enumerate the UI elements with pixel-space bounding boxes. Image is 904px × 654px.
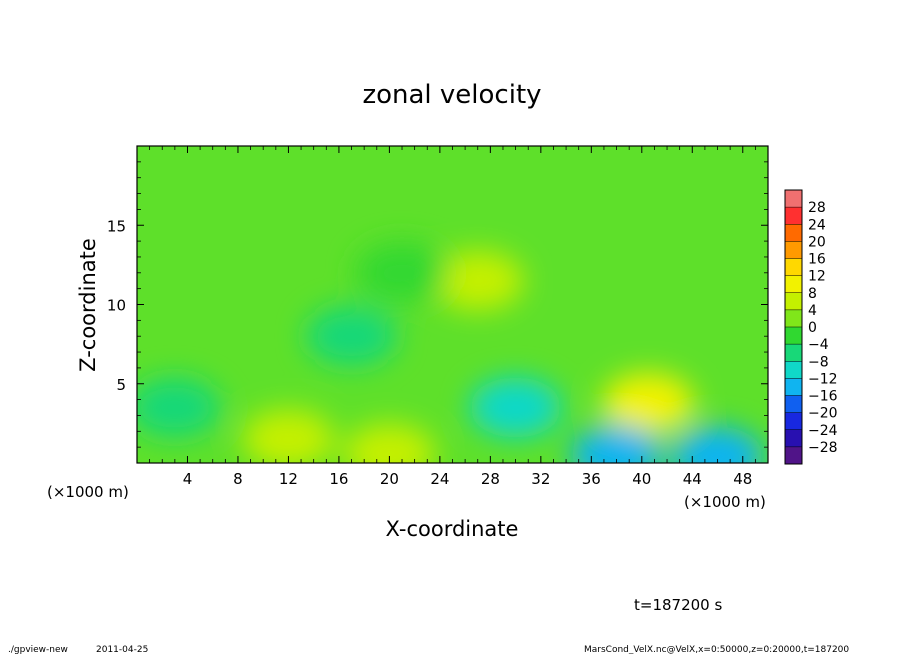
- footer-program: ./gpview-new: [8, 645, 68, 654]
- x-tick-label: 20: [380, 470, 399, 488]
- colorbar-swatch: [785, 309, 802, 328]
- x-tick-label: 24: [430, 470, 449, 488]
- x-tick-label: 16: [329, 470, 348, 488]
- colorbar-label: 16: [808, 252, 826, 268]
- colorbar-label: −8: [808, 354, 829, 370]
- x-tick-label: 40: [632, 470, 651, 488]
- colorbar-label: −16: [808, 389, 838, 405]
- heatmap-feature-2: [469, 377, 562, 438]
- x-tick-label: 4: [183, 470, 193, 488]
- x-tick-label: 8: [233, 470, 243, 488]
- colorbar-label: 0: [808, 320, 817, 336]
- y-axis-ticks: 5 10 15: [107, 161, 768, 448]
- colorbar-swatch: [785, 327, 802, 345]
- y-tick-label: 15: [107, 217, 126, 235]
- colorbar-label: −4: [808, 337, 829, 353]
- heatmap-feature-6: [242, 409, 335, 463]
- colorbar-swatch: [785, 275, 802, 294]
- heatmap-feature-9: [356, 242, 449, 303]
- footer-source: MarsCond_VelX.nc@VelX,x=0:50000,z=0:2000…: [584, 645, 849, 654]
- colorbar-swatch: [785, 378, 802, 396]
- colorbar-swatch: [785, 207, 802, 225]
- x-tick-label: 32: [531, 470, 550, 488]
- colorbar-swatch: [785, 190, 802, 208]
- heatmap-feature-8: [305, 306, 398, 367]
- colorbar-swatch: [785, 224, 802, 242]
- y-tick-label: 10: [107, 297, 126, 315]
- colorbar-swatch: [785, 446, 802, 465]
- x-tick-label: 12: [279, 470, 298, 488]
- colorbar-swatch: [785, 241, 802, 259]
- heatmap-feature-0: [431, 250, 524, 311]
- colorbar-swatch: [785, 361, 802, 379]
- colorbar-swatch: [785, 395, 802, 413]
- colorbar-label: 24: [808, 217, 826, 233]
- x-axis-label: X-coordinate: [386, 517, 519, 541]
- y-tick-label: 5: [116, 376, 126, 394]
- colorbar-label: 8: [808, 286, 817, 302]
- plot-area: [137, 146, 768, 463]
- colorbar-label: 12: [808, 269, 826, 285]
- x-tick-label: 36: [582, 470, 601, 488]
- heatmap-field: [137, 242, 764, 463]
- colorbar-label: −12: [808, 371, 838, 387]
- x-unit-note-left: (×1000 m): [47, 483, 129, 501]
- colorbar-swatch: [785, 412, 802, 431]
- y-axis-label: Z-coordinate: [76, 238, 100, 372]
- heatmap-feature-3: [570, 425, 663, 463]
- colorbar-label: 20: [808, 234, 826, 250]
- colorbar-label: −28: [808, 440, 838, 456]
- chart-title: zonal velocity: [362, 80, 541, 110]
- time-label: t=187200 s: [634, 596, 722, 614]
- heatmap-feature-5: [343, 423, 436, 463]
- heatmap-feature-1: [602, 372, 695, 433]
- x-tick-label: 44: [683, 470, 702, 488]
- x-tick-label: 48: [733, 470, 752, 488]
- colorbar-label: −20: [808, 406, 838, 422]
- colorbar-label: −24: [808, 423, 838, 439]
- x-unit-note-right: (×1000 m): [684, 493, 766, 511]
- colorbar-swatch: [785, 344, 802, 362]
- heatmap-feature-4: [671, 426, 764, 463]
- colorbar-swatch: [785, 258, 802, 276]
- footer-date: 2011-04-25: [96, 645, 148, 654]
- colorbar-swatch: [785, 429, 802, 448]
- colorbar-label: 4: [808, 303, 817, 319]
- x-axis-ticks: 4 8 12 16 20 24 28 32 36 40 44 48: [149, 146, 756, 488]
- colorbar-swatch: [785, 292, 802, 311]
- x-tick-label: 28: [481, 470, 500, 488]
- colorbar-label: 28: [808, 200, 826, 216]
- heatmap-feature-7: [137, 377, 221, 438]
